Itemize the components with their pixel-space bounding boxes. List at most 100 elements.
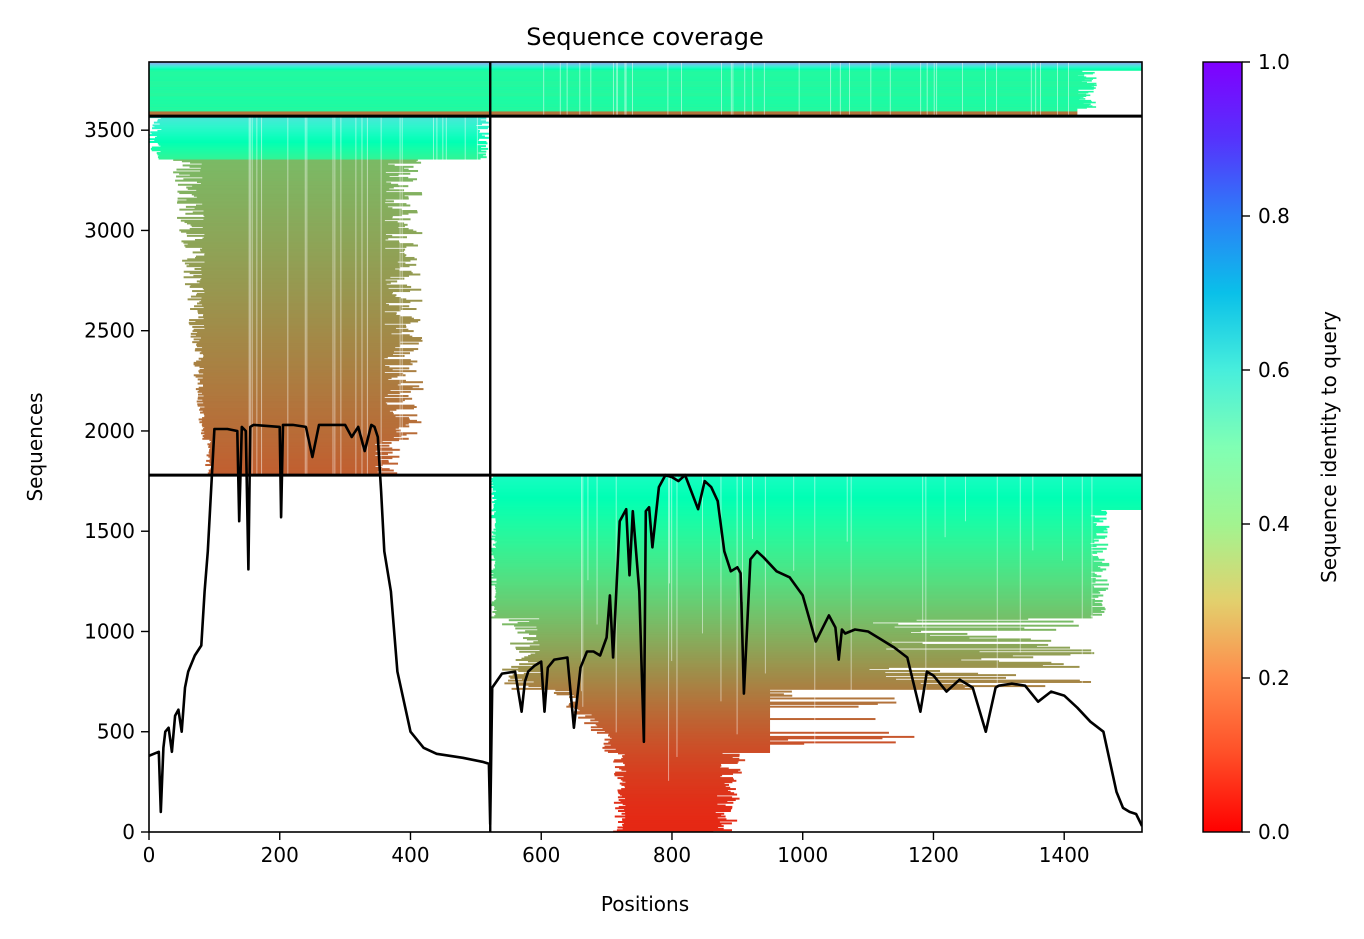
coverage-band — [622, 819, 738, 822]
coverage-band — [577, 700, 771, 703]
coverage-band — [149, 134, 482, 137]
coverage-band — [495, 520, 1104, 523]
coverage-band — [192, 251, 400, 254]
coverage-band — [568, 704, 771, 707]
coverage-band — [622, 818, 727, 821]
coverage-band — [604, 738, 789, 741]
x-tick-label: 600 — [522, 843, 560, 867]
colorbar-tick-label: 0.8 — [1258, 204, 1290, 228]
x-axis: 0 200 400 600 800 1000 1200 1400 — [143, 832, 1090, 867]
alignment-gap — [732, 62, 734, 117]
chart-title: Sequence coverage — [526, 23, 763, 51]
coverage-band — [184, 244, 418, 247]
coverage-band — [190, 295, 396, 298]
coverage-band — [203, 317, 414, 320]
coverage-band — [200, 169, 419, 172]
x-tick-label: 1400 — [1039, 843, 1090, 867]
coverage-band — [508, 675, 886, 678]
colorbar-tick-label: 0.2 — [1258, 666, 1290, 690]
coverage-band — [625, 816, 718, 819]
coverage-band — [194, 239, 386, 241]
coverage-band — [517, 631, 911, 634]
coverage-band — [518, 670, 941, 672]
coverage-band — [495, 589, 1106, 591]
coverage-band — [176, 175, 390, 178]
coverage-band — [186, 186, 394, 189]
coverage-band — [190, 308, 417, 311]
coverage-band — [149, 69, 1142, 71]
coverage-band — [495, 612, 1093, 615]
coverage-band — [207, 472, 398, 475]
coverage-band — [491, 492, 1142, 495]
coverage-band — [496, 578, 1096, 581]
coverage-band — [149, 67, 1142, 70]
coverage-band — [202, 410, 390, 413]
coverage-band — [623, 822, 732, 825]
coverage-band — [528, 632, 968, 635]
y-tick-label: 1000 — [84, 619, 135, 643]
coverage-band — [184, 221, 398, 224]
coverage-band — [510, 642, 923, 645]
coverage-band — [493, 484, 1142, 487]
colorbar-axis: 0.0 0.2 0.4 0.6 0.8 1.0 — [1242, 50, 1290, 844]
coverage-band — [192, 330, 414, 333]
alignment-gap — [256, 116, 258, 476]
coverage-band — [196, 294, 397, 297]
coverage-band — [203, 412, 394, 415]
coverage-band — [149, 64, 1142, 67]
coverage-band — [493, 494, 1142, 497]
coverage-band — [590, 726, 771, 729]
coverage-band — [197, 390, 411, 393]
coverage-band — [625, 781, 733, 784]
coverage-band — [597, 724, 771, 727]
coverage-band — [197, 403, 388, 406]
alignment-gap — [249, 116, 251, 476]
coverage-band — [210, 441, 392, 444]
coverage-band — [604, 730, 771, 733]
coverage-band — [491, 573, 1097, 576]
coverage-band — [149, 77, 1097, 79]
coverage-band — [491, 549, 1092, 552]
x-axis-label: Positions — [601, 892, 689, 916]
coverage-band — [205, 464, 383, 467]
alignment-gap — [248, 116, 250, 476]
coverage-band — [149, 68, 1142, 70]
coverage-band — [495, 517, 1107, 520]
coverage-band — [180, 219, 385, 222]
coverage-band — [495, 519, 1100, 521]
coverage-band — [490, 516, 1095, 519]
alignment-gap — [361, 116, 363, 476]
coverage-band — [179, 172, 411, 175]
coverage-band — [622, 779, 737, 782]
coverage-band — [149, 93, 1087, 96]
coverage-band — [502, 623, 899, 626]
coverage-band — [493, 476, 1142, 479]
coverage-band — [193, 338, 422, 341]
coverage-band — [192, 325, 407, 328]
coverage-band — [201, 277, 405, 280]
coverage-band — [195, 255, 406, 258]
coverage-band — [149, 72, 1093, 75]
coverage-band — [624, 764, 722, 767]
coverage-band — [157, 120, 487, 123]
coverage-band — [621, 783, 729, 786]
coverage-band — [624, 786, 731, 789]
coverage-band — [149, 90, 1094, 93]
coverage-band — [495, 594, 1104, 597]
coverage-band — [199, 368, 393, 371]
coverage-band — [158, 154, 484, 157]
coverage-band — [495, 490, 1142, 493]
coverage-band — [536, 634, 931, 637]
coverage-band — [496, 591, 1101, 594]
coverage-band — [536, 626, 895, 629]
coverage-band — [149, 82, 1097, 85]
coverage-band — [182, 259, 411, 262]
coverage-band — [196, 204, 411, 207]
coverage-band — [190, 335, 413, 338]
coverage-band — [494, 561, 1103, 564]
coverage-band — [536, 635, 997, 638]
coverage-band — [149, 66, 1142, 69]
alignment-gap — [366, 116, 368, 476]
coverage-band — [160, 150, 487, 153]
